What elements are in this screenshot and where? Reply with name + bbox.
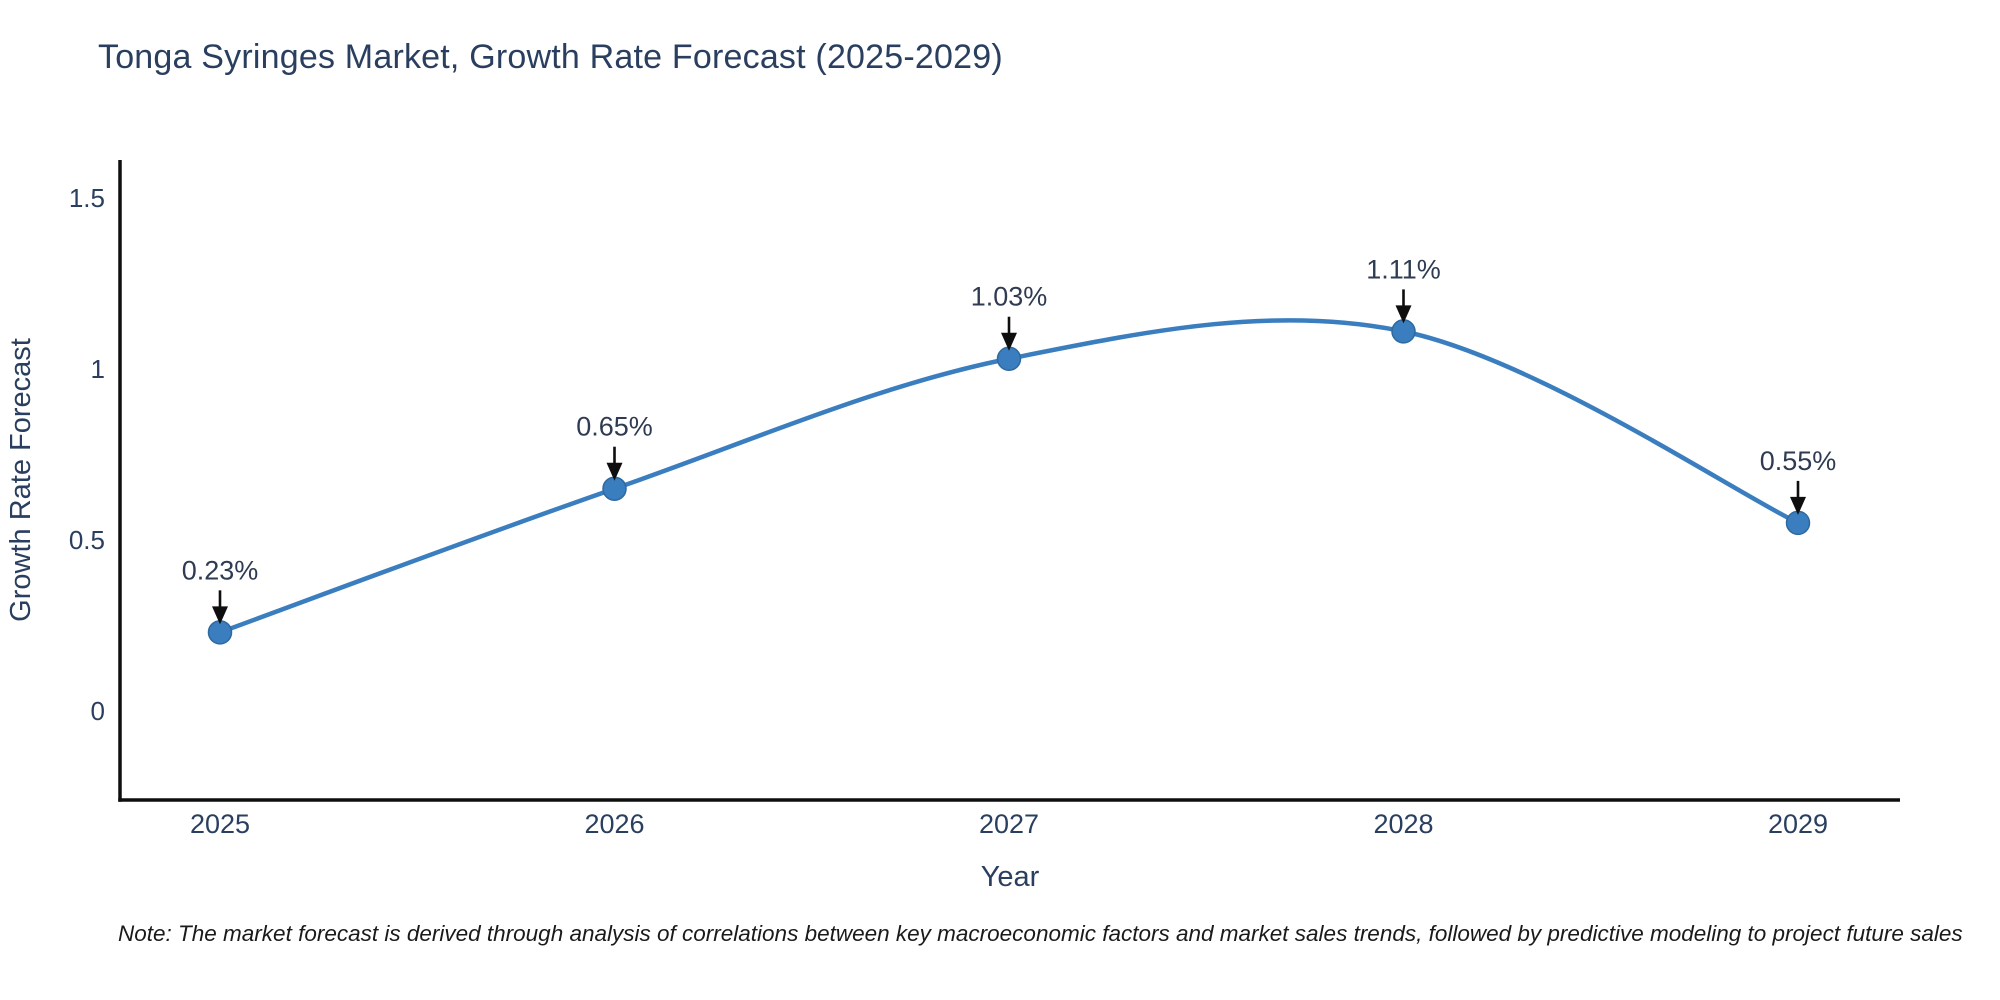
point-value-label: 0.23% (182, 555, 259, 585)
y-tick-label: 1 (91, 354, 105, 384)
point-value-label: 1.11% (1366, 254, 1441, 284)
annotation-arrow-head (1395, 305, 1412, 324)
x-tick-label: 2027 (979, 809, 1039, 839)
annotation-arrow-head (1790, 496, 1806, 515)
point-value-label: 0.65% (576, 412, 653, 442)
chart-title: Tonga Syringes Market, Growth Rate Forec… (98, 38, 1003, 76)
y-tick-label: 1.5 (69, 183, 105, 213)
point-value-label: 1.03% (971, 282, 1048, 312)
footnote-text: Note: The market forecast is derived thr… (118, 921, 1963, 946)
y-axis-title: Growth Rate Forecast (5, 338, 37, 622)
x-tick-label: 2029 (1768, 809, 1828, 839)
x-tick-label: 2026 (584, 809, 644, 839)
x-tick-label: 2025 (190, 809, 250, 839)
point-value-label: 0.55% (1760, 446, 1837, 476)
y-tick-label: 0.5 (69, 525, 105, 555)
annotation-arrow-head (1001, 332, 1017, 351)
y-tick-label: 0 (91, 696, 105, 726)
x-tick-label: 2028 (1373, 809, 1433, 839)
annotation-arrow-head (606, 462, 623, 481)
x-axis-title: Year (981, 861, 1040, 893)
annotation-arrow-head (212, 606, 228, 625)
